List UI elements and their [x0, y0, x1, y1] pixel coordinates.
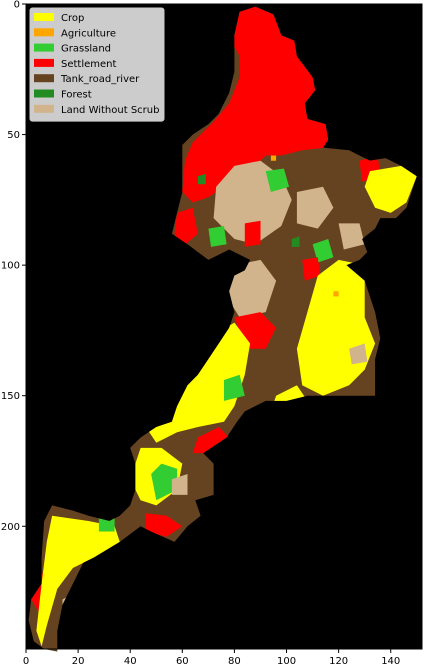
x-tick-label: 120	[329, 656, 348, 667]
y-tick-label: 150	[1, 391, 20, 402]
region-crop-19	[36, 515, 120, 647]
region-grassland-22	[151, 463, 178, 501]
legend-label-land-without-scrub: Land Without Scrub	[61, 105, 159, 116]
region-land-without-scrub-3	[226, 259, 277, 318]
region-crop-20	[364, 165, 417, 213]
legend-label-tank-road-river: Tank_road_river	[60, 74, 140, 85]
region-forest-29	[291, 236, 300, 247]
region-settlement-10	[302, 257, 321, 281]
region-settlement-14	[145, 513, 183, 537]
legend-label-crop: Crop	[61, 13, 84, 24]
legend-swatch-grassland	[34, 43, 54, 52]
legend-swatch-tank-road-river	[34, 74, 54, 83]
y-tick-label: 0	[14, 0, 20, 11]
y-tick-label: 200	[1, 522, 20, 533]
region-land-without-scrub-4	[338, 223, 365, 250]
region-land-without-scrub-27	[349, 343, 368, 365]
region-settlement-13	[192, 427, 230, 454]
y-tick-label: 50	[7, 130, 20, 141]
region-grassland-7	[208, 226, 227, 247]
x-tick-label: 40	[124, 656, 137, 667]
legend-box	[29, 7, 165, 122]
legend-swatch-land-without-scrub	[34, 104, 54, 113]
region-grassland-6	[312, 239, 334, 263]
region-forest-28	[197, 173, 206, 185]
x-tick-label: 80	[228, 656, 241, 667]
x-tick-label: 20	[72, 656, 85, 667]
legend-swatch-crop	[34, 13, 54, 21]
legend-label-agriculture: Agriculture	[61, 28, 116, 39]
legend-label-forest: Forest	[61, 90, 92, 101]
plot-frame	[25, 3, 423, 650]
x-axis: 0 20 40 60 80 100 120 140	[23, 649, 400, 667]
region-land-without-scrub-25	[171, 474, 188, 495]
region-settlement-9	[244, 220, 261, 247]
legend-label-grassland: Grassland	[61, 44, 111, 55]
region-settlement-0	[182, 6, 329, 203]
legend: Crop Agriculture Grassland Settlement Tank_r…	[29, 7, 165, 122]
legend-swatch-forest	[34, 89, 54, 98]
x-tick-label: 60	[176, 656, 189, 667]
region-settlement-8	[174, 207, 198, 247]
legend-label-settlement: Settlement	[61, 59, 117, 70]
region-agriculture-31	[333, 291, 339, 297]
x-tick-label: 0	[23, 656, 29, 667]
x-tick-label: 100	[277, 656, 296, 667]
y-axis: 0 50 100 150 200	[1, 0, 26, 533]
x-tick-label: 140	[381, 656, 400, 667]
region-grassland-5	[265, 168, 290, 192]
y-tick-label: 100	[1, 261, 20, 272]
region-agriculture-30	[270, 155, 277, 161]
legend-swatch-agriculture	[34, 28, 54, 37]
region-grassland-23	[224, 374, 245, 401]
region-land-without-scrub-2	[296, 186, 334, 229]
legend-swatch-settlement	[34, 58, 54, 67]
study-area-tank-road-river	[28, 6, 417, 652]
study-area-layer	[28, 6, 417, 652]
